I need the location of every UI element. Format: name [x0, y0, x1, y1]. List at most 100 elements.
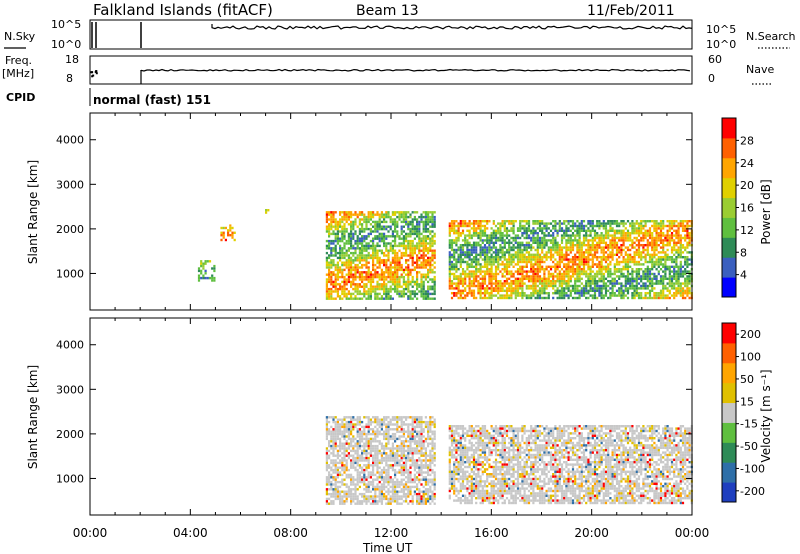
heatmap-cell: [499, 248, 502, 252]
heatmap-cell: [343, 254, 346, 257]
velocity-heatmap: [325, 416, 693, 505]
heatmap-cell: [402, 287, 405, 291]
heatmap-cell: [519, 236, 522, 240]
heatmap-cell: [688, 275, 691, 278]
heatmap-cell: [501, 294, 504, 297]
heatmap-cell: [376, 471, 379, 474]
heatmap-cell: [534, 275, 537, 278]
heatmap-cell: [365, 497, 368, 501]
heatmap-cell: [611, 220, 614, 223]
heatmap-cell: [510, 289, 513, 292]
heatmap-cell: [380, 485, 383, 489]
heatmap-cell: [391, 220, 394, 224]
heatmap-cell: [336, 490, 339, 493]
heatmap-cell: [633, 277, 636, 280]
heatmap-cell: [376, 254, 379, 257]
heatmap-cell: [350, 283, 353, 286]
heatmap-cell: [508, 241, 511, 244]
heatmap-cell: [448, 229, 451, 232]
heatmap-cell: [385, 247, 388, 250]
heatmap-cell: [613, 263, 616, 266]
heatmap-cell: [457, 227, 460, 230]
heatmap-cell: [387, 297, 390, 300]
heatmap-cell: [648, 280, 652, 283]
heatmap-cell: [558, 265, 561, 268]
heatmap-cell: [422, 290, 425, 293]
heatmap-cell: [374, 230, 377, 233]
heatmap-cell: [585, 284, 588, 288]
heatmap-cell: [380, 473, 383, 477]
heatmap-cell: [394, 428, 397, 431]
heatmap-cell: [609, 292, 612, 295]
heatmap-cell: [345, 261, 348, 264]
heatmap-cell: [479, 251, 482, 254]
heatmap-cell: [347, 468, 350, 472]
heatmap-cell: [569, 277, 572, 280]
heatmap-cell: [385, 244, 388, 248]
heatmap-cell: [394, 263, 397, 267]
heatmap-cell: [578, 234, 581, 237]
heatmap-cell: [591, 270, 594, 273]
heatmap-cell: [598, 265, 601, 268]
heatmap-cell: [455, 265, 458, 268]
heatmap-cell: [378, 485, 381, 489]
heatmap-cell: [389, 266, 392, 269]
heatmap-cell: [488, 275, 491, 278]
heatmap-cell: [488, 296, 491, 300]
heatmap-cell: [369, 239, 372, 243]
heatmap-cell: [604, 229, 608, 232]
heatmap-cell: [598, 256, 601, 259]
heatmap-cell: [466, 234, 469, 237]
heatmap-cell: [343, 223, 346, 226]
heatmap-cell: [620, 292, 623, 295]
heatmap-cell: [389, 418, 392, 421]
heatmap-cell: [525, 284, 528, 288]
heatmap-cell: [325, 497, 328, 501]
heatmap-cell: [325, 247, 328, 250]
heatmap-cell: [363, 473, 366, 477]
heatmap-cell: [402, 242, 405, 245]
heatmap-cell: [334, 461, 337, 465]
heatmap-cell: [490, 268, 493, 271]
heatmap-cell: [479, 248, 482, 252]
heatmap-cell: [585, 224, 588, 228]
heatmap-cell: [376, 418, 379, 421]
heatmap-cell: [490, 263, 493, 266]
heatmap-cell: [385, 237, 388, 240]
heatmap-cell: [677, 234, 680, 237]
heatmap-cell: [530, 232, 533, 235]
heatmap-cell: [197, 276, 201, 280]
heatmap-cell: [400, 227, 403, 231]
heatmap-cell: [514, 220, 517, 223]
heatmap-cell: [352, 416, 355, 419]
heatmap-cell: [666, 294, 669, 297]
heatmap-cell: [530, 263, 533, 266]
heatmap-cell: [523, 270, 526, 273]
heatmap-cell: [618, 260, 621, 264]
heatmap-cell: [578, 272, 581, 276]
heatmap-cell: [468, 224, 471, 228]
heatmap-cell: [596, 234, 599, 237]
heatmap-cell: [488, 287, 491, 290]
heatmap-cell: [483, 227, 487, 230]
heatmap-cell: [396, 254, 399, 257]
heatmap-cell: [197, 269, 201, 273]
heatmap-cell: [429, 287, 432, 291]
heatmap-cell: [409, 227, 412, 231]
heatmap-cell: [532, 263, 535, 266]
heatmap-cell: [433, 211, 436, 214]
heatmap-cell: [363, 488, 366, 491]
heatmap-cell: [618, 229, 621, 232]
heatmap-cell: [653, 248, 656, 252]
heatmap-cell: [369, 420, 372, 424]
heatmap-cell: [350, 242, 353, 245]
nsearch-tick-bottom: 10^0: [706, 38, 736, 51]
heatmap-cell: [604, 282, 608, 285]
heatmap-cell: [479, 244, 482, 247]
heatmap-cell: [483, 280, 487, 283]
heatmap-cell: [472, 284, 476, 288]
heatmap-cell: [374, 251, 377, 255]
heatmap-cell: [336, 495, 339, 498]
heatmap-cell: [341, 473, 344, 477]
heatmap-cell: [501, 296, 504, 300]
